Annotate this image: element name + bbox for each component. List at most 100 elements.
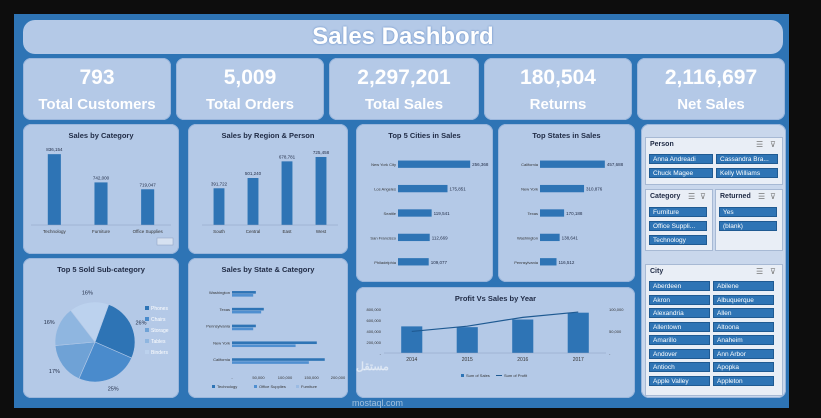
top-cities-chart[interactable]: Top 5 Cities in Sales New York City 256,36… [356,124,493,282]
top-states-chart[interactable]: Top States in Sales California 457,688 New … [498,124,635,282]
slicer-item[interactable]: Ann Arbor [713,348,774,359]
slicer-item[interactable]: Albuquerque [713,294,774,305]
slicer-item[interactable]: Furniture [649,207,707,217]
data-label: 678,781 [279,154,296,159]
bar[interactable] [398,258,429,266]
data-label: 17% [49,369,60,375]
tick-label: 2015 [462,357,473,363]
chart-title: Top 5 Sold Sub-category [57,265,146,274]
bar[interactable] [398,209,432,217]
bar[interactable] [232,341,317,345]
slicer-item[interactable]: Apopka [713,362,774,372]
bar[interactable] [540,160,605,168]
category-label: New York [521,187,538,192]
bar[interactable] [540,209,565,217]
top-subcategory-pie[interactable]: Top 5 Sold Sub-category 26% 25% 17% 16% 16% Ph… [23,258,179,398]
pie-slice[interactable] [94,304,136,359]
multi-select-icon[interactable]: ☰ [688,192,696,201]
data-label: 310,876 [586,187,603,192]
slicer-header: Person [650,141,674,148]
sales-by-category-chart[interactable]: Sales by Category 836,154 Technology 742,00… [23,124,179,254]
bar[interactable] [232,307,264,311]
clear-filter-icon[interactable]: ⊽ [770,192,776,201]
bar[interactable] [315,156,327,225]
tick-label: 200,000 [367,340,382,345]
bar[interactable] [540,184,585,193]
slicer-item[interactable]: Anna Andreadi [649,154,713,164]
bar[interactable] [94,182,108,225]
bar[interactable] [512,319,534,353]
slicer-item[interactable]: Akron [649,294,710,305]
slicer-item[interactable]: Apple Valley [649,375,710,386]
legend-label: Office Supplies [259,384,286,389]
pie-slice[interactable] [70,301,110,343]
bar[interactable] [398,233,430,242]
bar[interactable] [540,233,560,242]
kpi-label: Returns [529,96,587,113]
bar[interactable] [232,344,296,348]
slicer-item[interactable]: Amarillo [649,335,710,345]
slicer-item[interactable]: Appleton [713,375,774,386]
slicer-item[interactable]: Anaheim [713,335,774,345]
slicer-item[interactable]: Abilene [713,281,774,291]
legend-swatch [145,328,149,332]
slicer-item[interactable]: Technology [649,235,707,245]
slicer-item[interactable]: Yes [719,207,777,217]
profit-vs-sales-chart[interactable]: Profit Vs Sales by Year - 200,000 400,000 60… [356,287,635,398]
category-label: Philadelphia [374,260,397,265]
chart-card-profit-sales: Profit Vs Sales by Year - 200,000 400,000 60… [356,287,635,398]
bar[interactable] [281,161,293,225]
state-category-chart[interactable]: Sales by State & Category Washington Texas… [188,258,348,398]
slicer-item[interactable]: Allen [713,308,774,318]
bar[interactable] [213,188,225,225]
chart-title: Sales by Category [68,131,134,140]
slicer-item[interactable]: Andover [649,348,710,359]
bar[interactable] [232,358,325,361]
data-label: 16% [44,320,55,326]
bar[interactable] [247,178,259,225]
clear-filter-icon[interactable]: ⊽ [770,140,776,149]
bar[interactable] [567,312,589,353]
multi-select-icon[interactable]: ☰ [758,192,766,201]
slicer-item[interactable]: Office Suppli... [649,221,707,231]
bar[interactable] [232,324,256,328]
legend-label: Phones [151,306,168,312]
bar[interactable] [232,310,262,314]
sales-by-region-chart[interactable]: Sales by Region & Person 391,722 South 501,… [188,124,348,254]
bar[interactable] [232,294,254,297]
bar[interactable] [398,160,471,168]
bar[interactable] [540,258,557,266]
slicer-item[interactable]: (blank) [719,221,777,231]
slicer-item[interactable]: Kelly Williams [716,168,778,178]
slicer-item[interactable]: Cassandra Bra... [716,154,778,164]
clear-filter-icon[interactable]: ⊽ [700,192,706,201]
slicer-item[interactable]: Aberdeen [649,281,710,291]
watermark-logo-text: مستقل [356,361,389,373]
legend-swatch [296,385,299,388]
chart-card-top-subcategory: Top 5 Sold Sub-category 26% 25% 17% 16% 16% Ph… [23,258,179,398]
multi-select-icon[interactable]: ☰ [756,140,764,149]
slicer-item[interactable]: Chuck Magee [649,168,713,178]
bar[interactable] [141,189,155,225]
pie-slice[interactable] [54,341,96,380]
kpi-label: Total Orders [205,96,295,113]
bar[interactable] [398,184,448,193]
legend-swatch [145,306,149,310]
slicer-item[interactable]: Antioch [649,362,710,372]
multi-select-icon[interactable]: ☰ [756,267,764,276]
slicer-item[interactable]: Alexandria [649,308,710,318]
tick-label: West [316,229,327,234]
slicer-item[interactable]: Allentown [649,321,710,332]
slicer-item[interactable]: Altoona [713,321,774,332]
tick-label: 600,000 [367,318,382,323]
bar[interactable] [232,291,256,294]
bar[interactable] [232,327,254,331]
bar[interactable] [401,326,423,353]
kpi-value: 2,297,201 [357,66,451,89]
clear-filter-icon[interactable]: ⊽ [770,267,776,276]
chart-title: Profit Vs Sales by Year [455,294,536,303]
bar[interactable] [456,327,478,353]
bar[interactable] [47,154,61,225]
pie-slice[interactable] [78,341,133,383]
bar[interactable] [232,361,309,364]
